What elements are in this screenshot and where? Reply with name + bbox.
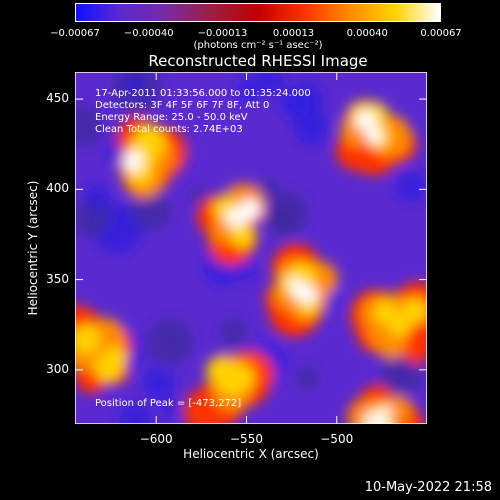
heat-blob	[380, 406, 392, 418]
noise-patch	[142, 366, 176, 400]
heat-blob	[291, 281, 311, 301]
heat-blob	[401, 297, 427, 325]
heat-blob	[364, 411, 382, 424]
y-axis-label: Heliocentric Y (arcsec)	[26, 180, 40, 316]
heat-blob	[128, 160, 139, 171]
noise-patch	[124, 75, 144, 95]
noise-patch	[130, 190, 172, 231]
heatmap-plot	[75, 72, 427, 424]
noise-patch	[75, 105, 105, 148]
noise-patch	[160, 400, 178, 417]
heat-blob	[75, 324, 101, 354]
colorbar-tick-label: 0.00067	[420, 28, 462, 39]
x-axis-label: Heliocentric X (arcsec)	[183, 447, 319, 461]
heat-blob	[232, 367, 255, 391]
noise-patch	[85, 185, 110, 210]
energy-range-label: Energy Range: 25.0 - 50.0 keV	[95, 112, 248, 123]
heat-blob	[373, 300, 398, 325]
heat-blob	[210, 219, 235, 245]
noise-patch	[271, 217, 291, 237]
heat-blob	[225, 208, 245, 228]
noise-patch	[189, 185, 209, 205]
heat-blob	[239, 198, 261, 221]
noise-patch	[146, 318, 194, 366]
noise-patch	[235, 77, 262, 104]
heat-blob	[366, 127, 383, 145]
noise-patch	[256, 177, 279, 200]
noise-patch	[256, 72, 285, 95]
noise-patch	[295, 365, 320, 391]
colorbar-tick-label: 0.00013	[272, 28, 315, 39]
noise-patch	[279, 87, 310, 118]
clean-counts-label: Clean Total counts: 2.74E+03	[95, 124, 243, 135]
colorbar-tick-label: −0.00013	[197, 28, 248, 39]
y-tick-label: 450	[46, 91, 69, 106]
colorbar-units: (photons cm⁻² s⁻¹ asec⁻²)	[193, 40, 323, 51]
noise-patch	[395, 170, 427, 203]
heat-blob	[287, 276, 299, 288]
colorbar-tick-label: −0.00067	[50, 28, 100, 39]
x-tick-label: −600	[139, 432, 173, 446]
x-tick-label: −550	[230, 432, 263, 446]
y-tick-label: 300	[46, 361, 69, 376]
colorbar	[75, 3, 441, 22]
noise-patch	[219, 317, 248, 347]
footer-timestamp: 10-May-2022 21:58	[364, 480, 492, 495]
colorbar-tick-label: 0.00040	[346, 28, 388, 39]
x-tick-label: −500	[320, 432, 354, 446]
noise-patch	[379, 353, 423, 397]
y-tick-label: 400	[46, 181, 69, 196]
heat-blob	[133, 125, 166, 158]
heat-blob	[103, 345, 127, 370]
peak-position-label: Position of Peak = [-473,272]	[95, 398, 242, 409]
colorbar-gradient	[76, 4, 440, 21]
heat-blob	[356, 110, 377, 131]
colorbar-tick-label: −0.00040	[123, 28, 174, 39]
detectors-label: Detectors: 3F 4F 5F 6F 7F 8F, Att 0	[95, 100, 270, 111]
heat-blob	[230, 222, 256, 249]
y-tick-label: 350	[46, 271, 69, 286]
noise-patch	[118, 402, 151, 424]
noise-patch	[293, 109, 330, 146]
chart-title: Reconstructed RHESSI Image	[148, 52, 368, 70]
time-range-label: 17-Apr-2011 01:33:56.000 to 01:35:24.000	[95, 88, 311, 99]
